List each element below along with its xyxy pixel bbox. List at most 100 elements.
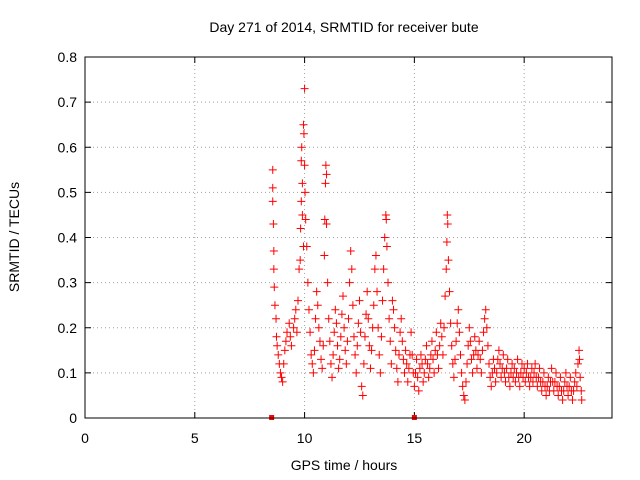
data-point xyxy=(525,382,534,391)
data-point xyxy=(499,350,508,359)
data-point xyxy=(443,219,452,228)
data-point xyxy=(464,341,473,350)
data-point xyxy=(332,319,341,328)
data-point xyxy=(511,377,520,386)
y-tick-label: 0.7 xyxy=(58,94,78,110)
data-point xyxy=(367,346,376,355)
data-point xyxy=(269,219,278,228)
y-tick-label: 0.2 xyxy=(58,320,78,336)
data-point xyxy=(531,359,540,368)
y-tick-label: 0.1 xyxy=(58,365,78,381)
data-point xyxy=(556,373,565,382)
data-point xyxy=(456,350,465,359)
data-point xyxy=(300,161,309,170)
data-point xyxy=(286,332,295,341)
data-point xyxy=(297,197,306,206)
data-point xyxy=(336,332,345,341)
data-point xyxy=(298,179,307,188)
data-point xyxy=(377,332,386,341)
data-point xyxy=(280,346,289,355)
data-point xyxy=(293,296,302,305)
data-point xyxy=(453,319,462,328)
data-point xyxy=(496,359,505,368)
data-point xyxy=(310,346,319,355)
data-point xyxy=(352,368,361,377)
data-point xyxy=(547,364,556,373)
data-point xyxy=(313,301,322,310)
data-point xyxy=(359,359,368,368)
data-point xyxy=(490,364,499,373)
data-point xyxy=(479,328,488,337)
y-tick-label: 0.3 xyxy=(58,275,78,291)
data-point xyxy=(320,251,329,260)
data-point xyxy=(382,215,391,224)
data-point xyxy=(291,305,300,314)
data-point xyxy=(302,242,311,251)
data-point xyxy=(399,355,408,364)
data-point xyxy=(285,319,294,328)
data-point xyxy=(487,382,496,391)
data-point xyxy=(515,382,524,391)
data-point xyxy=(470,332,479,341)
data-point xyxy=(413,373,422,382)
data-point xyxy=(449,373,458,382)
data-point xyxy=(303,278,312,287)
data-point xyxy=(349,332,358,341)
data-point xyxy=(566,373,575,382)
data-point xyxy=(475,337,484,346)
data-point xyxy=(346,247,355,256)
data-point xyxy=(544,373,553,382)
data-point xyxy=(340,323,349,332)
data-point xyxy=(543,382,552,391)
data-point xyxy=(422,341,431,350)
data-point xyxy=(415,364,424,373)
data-point xyxy=(420,368,429,377)
data-point xyxy=(571,368,580,377)
data-point xyxy=(325,337,334,346)
data-point xyxy=(485,359,494,368)
data-point xyxy=(523,359,532,368)
data-point xyxy=(537,386,546,395)
data-point xyxy=(411,368,420,377)
data-point xyxy=(270,283,279,292)
data-point xyxy=(373,287,382,296)
data-point xyxy=(370,265,379,274)
data-point xyxy=(555,382,564,391)
data-point xyxy=(528,377,537,386)
data-point xyxy=(366,364,375,373)
data-point xyxy=(455,328,464,337)
x-tick-label: 0 xyxy=(81,430,89,446)
data-point xyxy=(549,386,558,395)
data-point xyxy=(348,301,357,310)
data-point xyxy=(476,355,485,364)
data-point xyxy=(542,391,551,400)
data-point xyxy=(365,341,374,350)
data-point xyxy=(279,359,288,368)
data-point xyxy=(472,364,481,373)
data-point xyxy=(321,179,330,188)
data-point xyxy=(269,265,278,274)
data-point xyxy=(297,143,306,152)
data-point xyxy=(312,287,321,296)
data-point xyxy=(438,350,447,359)
data-point xyxy=(437,332,446,341)
data-point xyxy=(323,278,332,287)
data-point xyxy=(558,395,567,404)
data-point xyxy=(423,359,432,368)
data-point xyxy=(290,314,299,323)
data-point xyxy=(315,337,324,346)
y-tick-label: 0 xyxy=(69,410,77,426)
data-point xyxy=(467,355,476,364)
data-point xyxy=(530,368,539,377)
data-point xyxy=(452,337,461,346)
data-point xyxy=(393,377,402,386)
data-point xyxy=(505,382,514,391)
data-point xyxy=(306,328,315,337)
data-point xyxy=(298,210,307,219)
data-point xyxy=(270,301,279,310)
data-point xyxy=(577,386,586,395)
data-point xyxy=(454,305,463,314)
data-point xyxy=(408,350,417,359)
data-point xyxy=(396,328,405,337)
data-point xyxy=(378,296,387,305)
